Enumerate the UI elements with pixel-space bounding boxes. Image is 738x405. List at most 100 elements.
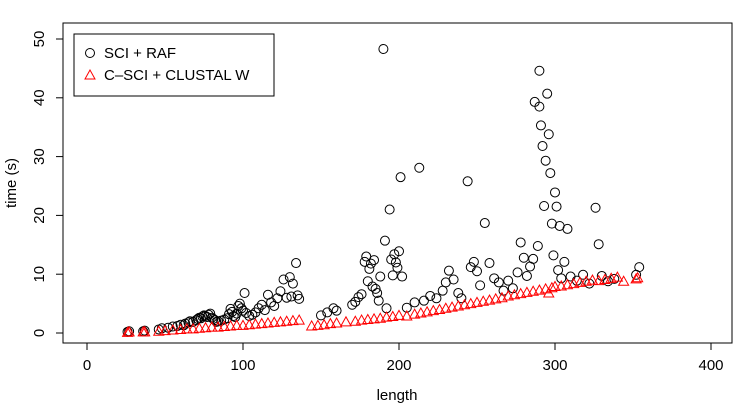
- data-point: [330, 316, 343, 328]
- data-point: [370, 283, 381, 294]
- data-point: [527, 285, 540, 296]
- data-point: [484, 258, 495, 269]
- data-point: [138, 325, 151, 337]
- data-point: [259, 305, 270, 316]
- data-point: [489, 292, 502, 304]
- x-tick-label: 0: [83, 357, 91, 374]
- data-point: [208, 313, 219, 324]
- data-point: [238, 305, 248, 316]
- data-point: [123, 325, 135, 337]
- data-point: [515, 237, 526, 248]
- data-point: [223, 309, 234, 320]
- data-point: [390, 257, 401, 268]
- data-point: [212, 321, 224, 332]
- data-point: [159, 324, 171, 336]
- y-tick-label: 30: [31, 148, 48, 165]
- data-point: [364, 263, 375, 274]
- data-point: [373, 295, 384, 306]
- data-point: [359, 256, 370, 267]
- data-point: [262, 316, 274, 328]
- data-point: [384, 204, 395, 215]
- data-point: [228, 310, 239, 321]
- data-point: [535, 120, 546, 131]
- data-point: [316, 310, 326, 321]
- data-point: [433, 303, 446, 314]
- data-point: [394, 246, 404, 257]
- data-point: [227, 306, 238, 317]
- data-point: [369, 255, 380, 266]
- legend-box: [73, 33, 275, 97]
- data-point: [305, 319, 318, 331]
- data-point: [234, 298, 245, 309]
- data-point: [464, 297, 477, 309]
- data-point: [255, 317, 268, 329]
- data-point: [539, 200, 550, 211]
- data-point: [312, 319, 324, 330]
- data-point: [542, 286, 555, 298]
- data-point: [293, 314, 306, 325]
- data-point: [247, 309, 258, 320]
- data-point: [534, 65, 545, 76]
- legend-marker-csci-clustal: [84, 68, 96, 80]
- legend: SCI + RAF C–SCI + CLUSTAL W: [73, 33, 275, 97]
- data-point: [550, 187, 560, 198]
- data-point: [291, 258, 302, 269]
- data-point: [532, 240, 543, 251]
- data-point: [374, 312, 387, 323]
- data-point: [349, 315, 362, 326]
- data-point: [167, 321, 178, 332]
- data-point: [452, 299, 465, 311]
- data-point: [199, 321, 212, 333]
- y-tick-label: 20: [31, 207, 48, 224]
- data-point: [545, 168, 556, 179]
- data-point: [502, 289, 515, 301]
- data-point: [256, 299, 267, 310]
- data-point: [611, 271, 624, 282]
- data-point: [543, 129, 554, 140]
- data-point: [605, 272, 618, 283]
- data-point: [187, 322, 199, 334]
- data-point: [205, 321, 218, 332]
- data-point: [548, 250, 559, 261]
- data-point: [427, 304, 440, 316]
- data-point: [397, 271, 408, 282]
- data-point: [439, 302, 452, 313]
- data-point: [448, 274, 459, 285]
- data-point: [592, 274, 605, 286]
- data-point: [446, 301, 458, 312]
- data-point: [409, 297, 420, 308]
- data-point: [284, 272, 295, 283]
- data-point: [518, 252, 529, 263]
- data-point: [414, 162, 425, 173]
- data-point: [400, 309, 413, 321]
- data-point: [205, 308, 216, 319]
- data-point: [617, 275, 630, 286]
- x-axis: 0 100 200 300 400: [83, 342, 724, 374]
- data-point: [275, 286, 286, 297]
- data-point: [437, 285, 448, 296]
- data-point: [553, 265, 564, 276]
- x-tick-label: 300: [542, 357, 567, 374]
- data-point: [556, 273, 567, 284]
- data-point: [281, 292, 292, 303]
- data-point: [356, 289, 367, 300]
- data-point: [361, 313, 374, 324]
- data-point: [180, 322, 193, 334]
- data-point: [121, 326, 134, 337]
- data-point: [387, 270, 398, 281]
- data-point: [555, 279, 568, 291]
- data-point: [324, 317, 337, 329]
- data-point: [191, 315, 202, 326]
- data-point: [152, 325, 165, 336]
- data-point: [546, 218, 557, 229]
- data-point: [521, 286, 533, 297]
- data-point: [280, 315, 293, 326]
- data-point: [590, 202, 601, 213]
- data-point: [559, 256, 570, 267]
- data-point: [253, 303, 264, 314]
- data-point: [472, 266, 482, 277]
- data-point: [443, 265, 454, 276]
- data-point: [318, 318, 330, 330]
- data-point: [362, 276, 373, 287]
